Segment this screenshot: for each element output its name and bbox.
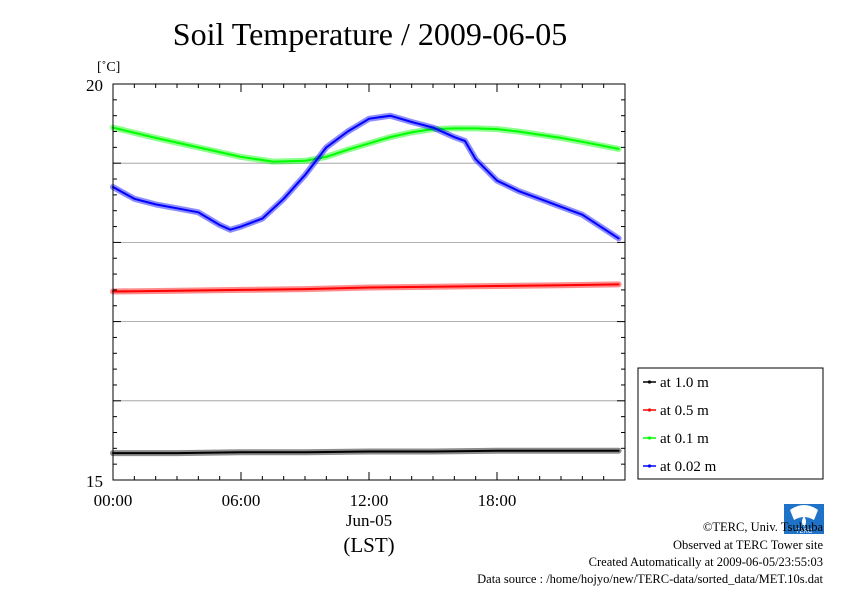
- series-lines: [110, 112, 622, 457]
- x-tick-label-2: 12:00: [350, 491, 389, 510]
- date-label: Jun-05: [346, 511, 392, 530]
- axis-ticks: [112, 83, 626, 481]
- chart-title: Soil Temperature / 2009-06-05: [173, 16, 567, 52]
- x-tick-label-0: 00:00: [94, 491, 133, 510]
- legend-marker-0: [647, 380, 652, 384]
- footer-source: Data source : /home/hojyo/new/TERC-data/…: [477, 572, 823, 586]
- series-line-1: [112, 283, 620, 293]
- y-tick-label-top: 20: [86, 76, 103, 95]
- x-tick-label-3: 18:00: [478, 491, 517, 510]
- footer-copyright: ©TERC, Univ. Tsukuba: [703, 520, 824, 534]
- footer-created: Created Automatically at 2009-06-05/23:5…: [589, 555, 823, 569]
- legend-marker-1: [647, 408, 652, 412]
- legend-label-3: at 0.02 m: [660, 459, 717, 475]
- logo-drop-icon: [802, 516, 806, 527]
- gridlines: [113, 162, 625, 402]
- legend: at 1.0 m at 0.5 m at 0.1 m at 0.02 m: [637, 367, 824, 480]
- series-line-2: [112, 126, 620, 163]
- footer-site: Observed at TERC Tower site: [673, 538, 823, 552]
- logo-text: TERC: [796, 529, 813, 535]
- series-line-3: [112, 114, 620, 240]
- x-tick-labels: 00:00 06:00 12:00 18:00: [94, 491, 517, 510]
- x-axis-label: (LST): [343, 533, 394, 557]
- logo-wave-icon: [790, 505, 818, 520]
- legend-label-0: at 1.0 m: [660, 375, 709, 391]
- legend-marker-3: [647, 464, 652, 468]
- terc-logo: TERC: [784, 504, 824, 535]
- legend-label-1: at 0.5 m: [660, 403, 709, 419]
- series-line-0: [112, 449, 620, 455]
- legend-marker-2: [647, 436, 652, 440]
- x-tick-label-1: 06:00: [222, 491, 261, 510]
- y-axis-unit: [˚C]: [97, 60, 120, 75]
- legend-box: [637, 367, 824, 480]
- legend-label-2: at 0.1 m: [660, 431, 709, 447]
- y-tick-label-bottom: 15: [86, 472, 103, 491]
